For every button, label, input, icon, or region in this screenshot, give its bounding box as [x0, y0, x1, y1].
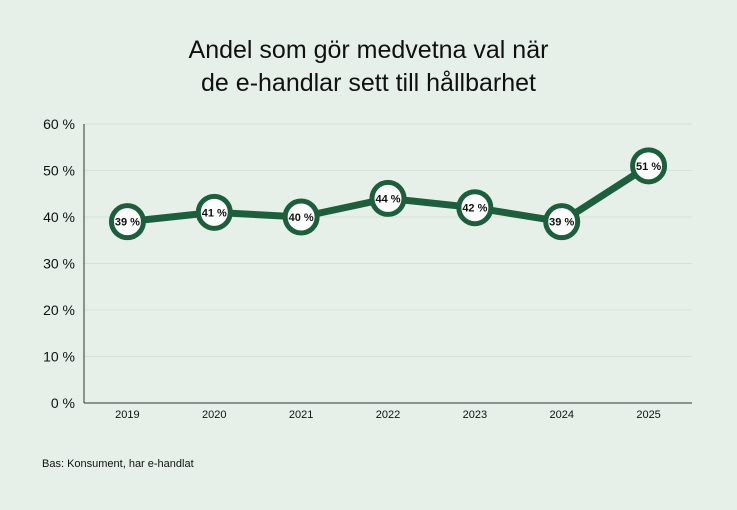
x-tick-label: 2022 [376, 409, 400, 421]
data-label: 51 % [636, 161, 661, 173]
data-point-marker [369, 179, 407, 217]
data-label: 44 % [375, 193, 400, 205]
y-tick-label: 40 % [43, 209, 75, 225]
y-tick-label: 0 % [51, 395, 75, 411]
data-label: 39 % [549, 217, 574, 229]
y-tick-label: 10 % [43, 349, 75, 365]
y-tick-label: 50 % [43, 163, 75, 179]
data-label: 40 % [289, 212, 314, 224]
data-point-marker [282, 198, 320, 236]
x-tick-label: 2021 [289, 409, 313, 421]
data-point-marker [456, 189, 494, 227]
data-point-marker [108, 203, 146, 241]
y-tick-label: 60 % [43, 116, 75, 132]
data-point-marker [195, 193, 233, 231]
chart-title-line-1: Andel som gör medvetna val när [188, 36, 549, 64]
y-tick-label: 20 % [43, 302, 75, 318]
data-label: 41 % [202, 207, 227, 219]
x-tick-label: 2025 [636, 409, 660, 421]
data-point-marker [630, 147, 668, 185]
data-point-marker [543, 203, 581, 241]
footnote: Bas: Konsument, har e-handlat [42, 458, 194, 470]
x-tick-label: 2023 [463, 409, 487, 421]
x-tick-label: 2020 [202, 409, 226, 421]
data-label: 42 % [462, 203, 487, 215]
x-tick-label: 2019 [115, 409, 139, 421]
y-tick-label: 30 % [43, 256, 75, 272]
chart-title: Andel som gör medvetna val när de e-hand… [0, 34, 737, 100]
data-label: 39 % [115, 217, 140, 229]
x-tick-label: 2024 [549, 409, 573, 421]
chart-title-line-2: de e-handlar sett till hållbarhet [201, 69, 536, 97]
